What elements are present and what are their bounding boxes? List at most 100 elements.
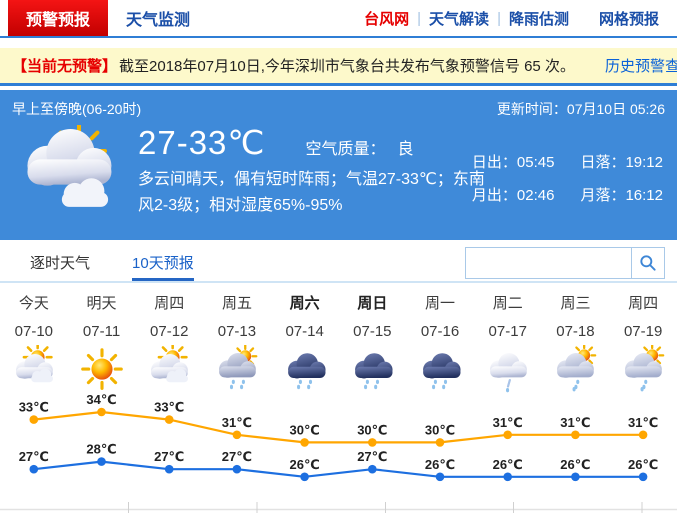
sunny-icon bbox=[80, 348, 123, 390]
day-icon-6 bbox=[406, 345, 474, 391]
update-time-value: 07月10日 05:26 bbox=[566, 101, 665, 117]
sun-moon-value: 19:12 bbox=[625, 154, 663, 171]
sun-moon-label: 日出： bbox=[471, 154, 517, 171]
day-name-7: 周二 bbox=[492, 295, 523, 312]
update-time-label: 更新时间： bbox=[496, 101, 567, 117]
rain-dark-icon bbox=[423, 353, 461, 390]
low-temp-label: 27℃ bbox=[154, 449, 184, 464]
high-temp-point bbox=[97, 407, 106, 417]
high-temp-point bbox=[164, 415, 174, 424]
day-icon-2 bbox=[135, 345, 203, 391]
air-quality-label: 空气质量： bbox=[305, 141, 386, 158]
nav-link-0[interactable]: 台风网 bbox=[364, 10, 410, 28]
day-name-2: 周四 bbox=[154, 295, 185, 312]
cloud-light-rain-icon bbox=[489, 353, 527, 393]
high-temp-label: 33℃ bbox=[154, 400, 184, 415]
sun-moon-value: 16:12 bbox=[625, 187, 663, 204]
low-temp-label: 26℃ bbox=[628, 457, 658, 472]
low-temp-label: 26℃ bbox=[560, 457, 590, 472]
day-name-9: 周四 bbox=[628, 295, 659, 312]
panel-header: 早上至傍晚(06-20时) 更新时间：07月10日 05:26 bbox=[0, 90, 677, 119]
nav-links: 台风网 | 天气解读 | 降雨估测 网格预报 bbox=[356, 8, 667, 29]
low-temp-line bbox=[33, 460, 644, 478]
day-icon-0 bbox=[0, 345, 68, 391]
high-temp-label: 30℃ bbox=[357, 422, 387, 437]
low-temp-label: 26℃ bbox=[493, 457, 523, 472]
low-temp-label: 26℃ bbox=[425, 457, 455, 472]
high-temp-label: 31℃ bbox=[628, 415, 658, 430]
sun-moon-value: 02:46 bbox=[516, 187, 555, 204]
day-name-1: 明天 bbox=[86, 295, 117, 312]
nav-tab-0[interactable]: 预警预报 bbox=[8, 0, 109, 36]
tab-1[interactable]: 10天预报 bbox=[132, 244, 194, 281]
update-time: 更新时间：07月10日 05:26 bbox=[497, 99, 665, 119]
high-temp-label: 33℃ bbox=[19, 400, 49, 415]
day-icon-5 bbox=[338, 345, 406, 391]
search-input[interactable] bbox=[465, 246, 631, 279]
day-icon-row bbox=[0, 345, 677, 393]
low-temp-point bbox=[232, 464, 242, 474]
search-button[interactable] bbox=[631, 246, 665, 279]
history-alert-link[interactable]: 历史预警查询 bbox=[604, 58, 677, 75]
high-temp-label: 34℃ bbox=[86, 392, 116, 407]
sun-moon-times: 日出：05:45 日落：19:12 月出：02:46 月落：16:12 bbox=[472, 151, 663, 205]
top-nav: 预警预报 天气监测 台风网 | 天气解读 | 降雨估测 网格预报 bbox=[0, 0, 677, 38]
sun-cloud-rain-icon bbox=[625, 345, 665, 392]
tab-0[interactable]: 逐时天气 bbox=[30, 255, 91, 272]
day-name-4: 周六 bbox=[289, 295, 320, 312]
day-icon-1 bbox=[68, 345, 136, 391]
day-date-7: 07-17 bbox=[488, 323, 527, 340]
low-temp-point bbox=[571, 472, 580, 482]
rain-dark-icon bbox=[287, 353, 326, 390]
alert-text: 截至2018年07月10日,今年深圳市气象台共发布气象预警信号 65 次。 bbox=[119, 58, 575, 75]
search-box bbox=[465, 246, 665, 279]
sun-two-clouds-icon bbox=[27, 123, 112, 207]
sun-moon-item-3: 月落：16:12 bbox=[580, 184, 663, 205]
low-temp-label: 26℃ bbox=[289, 457, 319, 472]
forecast-tabs: 逐时天气 10天预报 bbox=[30, 244, 194, 281]
high-temp-point bbox=[435, 438, 445, 447]
day-date-9: 07-19 bbox=[623, 323, 663, 340]
sun-moon-label: 月落： bbox=[580, 187, 626, 204]
high-temp-line bbox=[33, 410, 644, 444]
high-temp-point bbox=[300, 438, 309, 447]
high-temp-point bbox=[232, 430, 242, 440]
sun-moon-item-1: 日落：19:12 bbox=[580, 151, 663, 172]
nav-tab-1[interactable]: 天气监测 bbox=[126, 12, 191, 29]
panel-title: 早上至傍晚(06-20时) bbox=[12, 101, 142, 117]
high-temp-label: 31℃ bbox=[222, 415, 252, 430]
sun-moon-item-0: 日出：05:45 bbox=[472, 151, 555, 172]
high-temp-point bbox=[503, 430, 512, 440]
day-name-0: 今天 bbox=[18, 295, 49, 312]
day-name-row: 今天 明天 周四 周五 周六 周日 周一 周二 周三 周四 bbox=[0, 283, 677, 313]
sun-moon-label: 日落： bbox=[580, 154, 626, 171]
sun-moon-value: 05:45 bbox=[516, 154, 555, 171]
day-icon-3 bbox=[203, 345, 271, 391]
high-temp-label: 31℃ bbox=[493, 415, 523, 430]
sun-moon-label: 月出： bbox=[471, 187, 517, 204]
high-temp-label: 31℃ bbox=[560, 415, 590, 430]
rain-dark-icon bbox=[355, 353, 393, 390]
alert-bar: 【当前无预警】 截至2018年07月10日,今年深圳市气象台共发布气象预警信号 … bbox=[0, 48, 677, 86]
day-date-5: 07-15 bbox=[353, 323, 392, 340]
high-temp-point bbox=[571, 430, 580, 440]
day-icon-7 bbox=[474, 345, 542, 393]
ten-day-forecast: 今天 明天 周四 周五 周六 周日 周一 周二 周三 周四 07-10 07-11 07-12 07-1… bbox=[0, 283, 677, 513]
day-name-3: 周五 bbox=[221, 295, 252, 312]
day-icon-8 bbox=[542, 345, 610, 392]
temperature-line: 27-33℃ 空气质量： 良 bbox=[138, 123, 496, 162]
high-temp-point bbox=[368, 438, 377, 447]
sun-moon-item-2: 月出：02:46 bbox=[472, 184, 555, 205]
sun-clouds-icon bbox=[16, 123, 128, 225]
air-quality-value: 良 bbox=[397, 141, 414, 158]
nav-link-3[interactable]: 网格预报 bbox=[598, 10, 659, 28]
low-temp-point bbox=[300, 472, 309, 482]
nav-link-2[interactable]: 降雨估测 bbox=[508, 10, 569, 28]
alert-badge: 【当前无预警】 bbox=[12, 58, 118, 75]
air-quality: 空气质量： 良 bbox=[305, 135, 413, 159]
nav-link-1[interactable]: 天气解读 bbox=[429, 10, 490, 28]
day-date-2: 07-12 bbox=[150, 323, 189, 340]
magnifier-icon bbox=[640, 254, 656, 271]
day-date-6: 07-16 bbox=[420, 323, 460, 340]
